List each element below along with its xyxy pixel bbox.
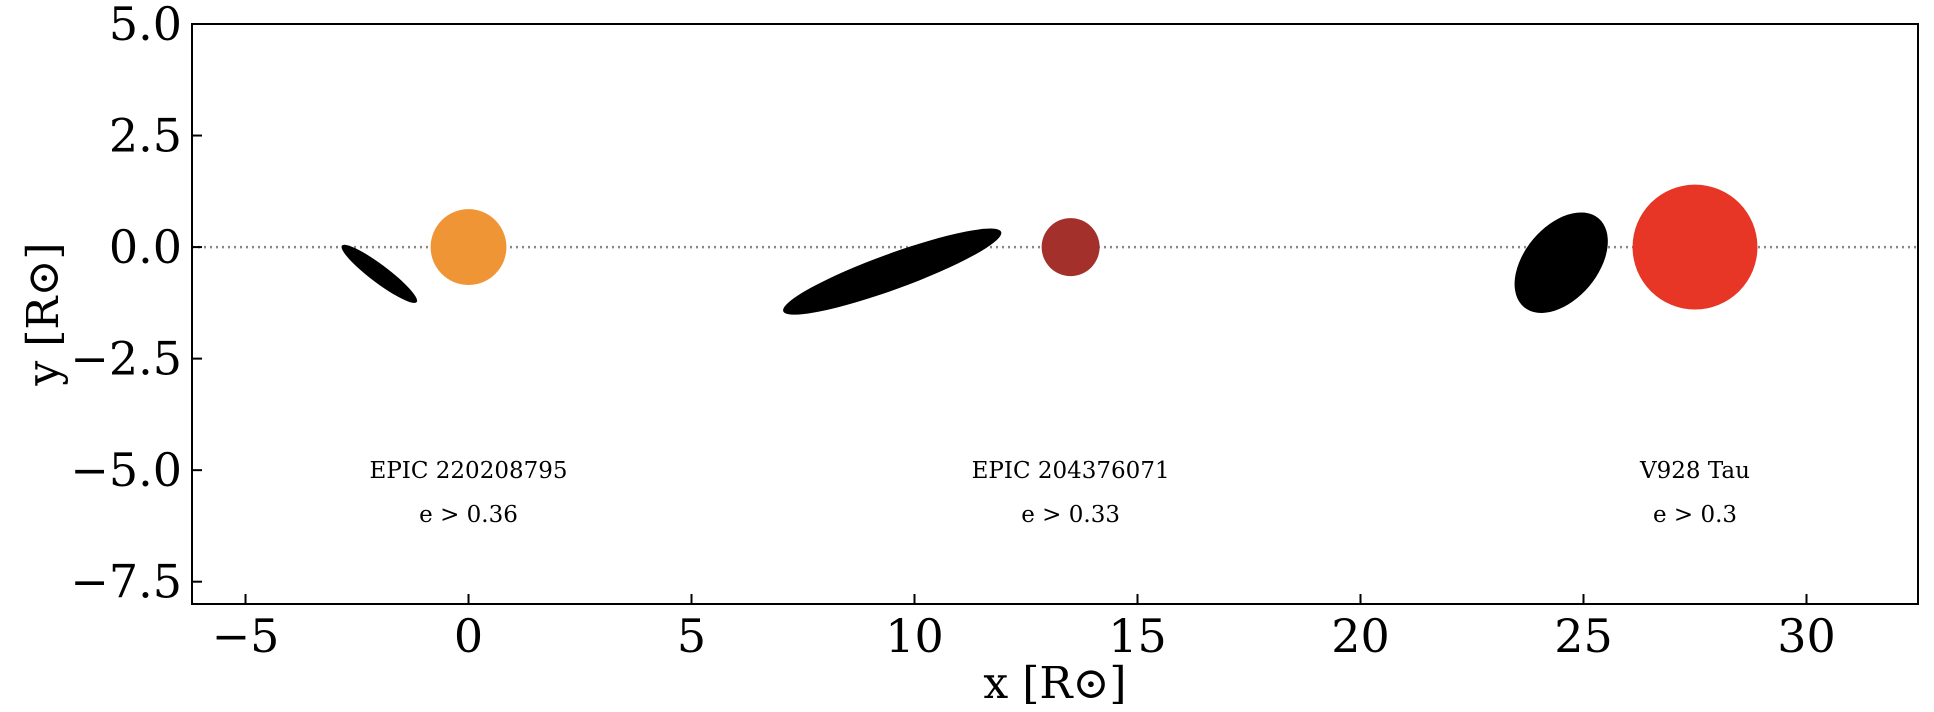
x-tick-label: 0 bbox=[454, 609, 483, 663]
y-tick-label: 5.0 bbox=[109, 0, 182, 51]
eccentricity-label-1: e > 0.33 bbox=[1021, 502, 1120, 528]
y-tick-label: 0.0 bbox=[109, 220, 182, 274]
system-name-1: EPIC 204376071 bbox=[972, 458, 1170, 484]
eccentricity-label-2: e > 0.3 bbox=[1653, 502, 1737, 528]
plot-area: EPIC 220208795 e > 0.36 EPIC 204376071 e > … bbox=[192, 184, 1918, 528]
plot-frame bbox=[191, 23, 1919, 605]
x-tick-label: 15 bbox=[1108, 609, 1167, 663]
star-marker-1 bbox=[1041, 218, 1100, 277]
axis-ticks: −5 0 5 10 15 20 25 30 5.0 2.5 0.0 −2.5 −5.0 −7.5 bbox=[70, 0, 1835, 663]
x-tick-label: 20 bbox=[1331, 609, 1390, 663]
y-tick-label: −2.5 bbox=[70, 332, 182, 386]
x-tick-label: 25 bbox=[1554, 609, 1613, 663]
orbit-ellipse-1 bbox=[783, 228, 1002, 315]
x-tick-label: 5 bbox=[677, 609, 706, 663]
y-tick-label: −5.0 bbox=[70, 443, 182, 497]
eccentricity-label-0: e > 0.36 bbox=[419, 502, 518, 528]
y-axis-label: y [R⊙] bbox=[18, 242, 69, 386]
x-tick-label: 10 bbox=[885, 609, 944, 663]
x-axis-label: x [R⊙] bbox=[983, 658, 1126, 709]
star-marker-2 bbox=[1632, 184, 1758, 310]
y-tick-label: −7.5 bbox=[70, 555, 182, 609]
system-name-2: V928 Tau bbox=[1639, 458, 1750, 484]
x-tick-label: −5 bbox=[212, 609, 280, 663]
orbit-ellipse-0 bbox=[341, 244, 418, 303]
star-marker-0 bbox=[430, 209, 507, 285]
y-tick-label: 2.5 bbox=[109, 109, 182, 163]
system-name-0: EPIC 220208795 bbox=[370, 458, 568, 484]
x-tick-label: 30 bbox=[1777, 609, 1836, 663]
orbit-ellipse-2 bbox=[1514, 212, 1608, 313]
